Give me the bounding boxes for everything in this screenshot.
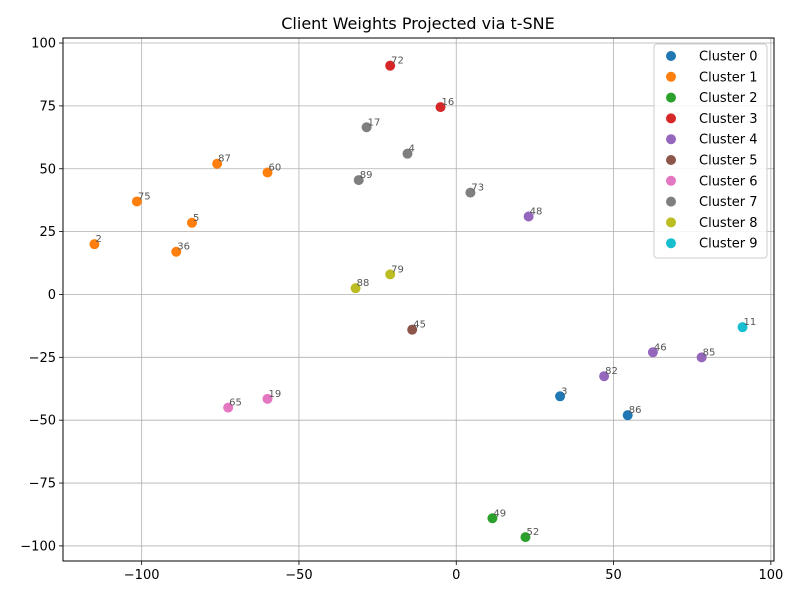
- point-label: 79: [391, 264, 404, 275]
- data-point: [555, 391, 566, 402]
- y-tick-label: −25: [29, 351, 56, 366]
- point-label: 5: [193, 213, 199, 224]
- data-point: [186, 217, 197, 228]
- y-tick-label: 50: [39, 162, 56, 177]
- data-point: [465, 187, 476, 198]
- legend-label: Cluster 0: [699, 50, 758, 65]
- legend-label: Cluster 1: [699, 70, 758, 85]
- legend: Cluster 0 Cluster 1 Cluster 2 Cluster 3 Clus…: [653, 43, 768, 259]
- legend-label: Cluster 8: [699, 216, 758, 231]
- point-label: 45: [413, 320, 426, 331]
- y-tick-label: 100: [31, 37, 56, 52]
- legend-box: [653, 43, 768, 259]
- legend-marker: [666, 196, 676, 207]
- point-label: 82: [605, 366, 618, 377]
- point-label: 75: [138, 191, 151, 202]
- legend-marker: [666, 51, 676, 61]
- point-label: 87: [218, 154, 231, 165]
- chart-title: Client Weights Projected via t-SNE: [281, 14, 554, 33]
- data-point: [353, 175, 364, 186]
- legend-label: Cluster 3: [699, 112, 758, 127]
- legend-marker: [666, 175, 676, 186]
- data-point: [223, 402, 234, 413]
- point-label: 36: [177, 242, 190, 253]
- data-point: [523, 211, 534, 222]
- legend-marker: [666, 92, 676, 103]
- legend-marker: [666, 71, 676, 82]
- data-point: [402, 148, 413, 159]
- data-point: [262, 393, 273, 404]
- plot-frame: [62, 37, 775, 562]
- point-label: 73: [471, 183, 484, 194]
- data-point: [696, 352, 707, 363]
- point-label: 72: [391, 56, 404, 67]
- legend-label: Cluster 4: [699, 133, 758, 148]
- point-label: 17: [368, 117, 381, 128]
- data-point: [737, 322, 748, 333]
- data-point: [385, 60, 396, 71]
- y-tick-label: 25: [39, 225, 56, 240]
- data-point: [622, 410, 633, 421]
- point-label: 48: [530, 207, 543, 218]
- x-tick-label: 100: [758, 568, 783, 583]
- data-point: [171, 246, 182, 257]
- data-point: [487, 513, 498, 524]
- point-label: 86: [629, 405, 642, 416]
- data-point: [385, 269, 396, 280]
- data-point: [647, 347, 658, 358]
- point-label: 85: [703, 347, 716, 358]
- x-tick-label: 0: [452, 568, 460, 583]
- data-point: [407, 324, 418, 335]
- legend-label: Cluster 6: [699, 174, 758, 189]
- data-point: [350, 283, 361, 294]
- x-tick-label: −100: [124, 568, 160, 583]
- point-label: 88: [357, 278, 370, 289]
- data-point: [89, 239, 100, 250]
- data-point: [212, 158, 223, 169]
- point-label: 49: [493, 508, 506, 519]
- legend-label: Cluster 2: [699, 91, 758, 106]
- data-point: [361, 122, 372, 133]
- point-label: 4: [408, 144, 414, 155]
- data-point: [520, 532, 531, 543]
- y-tick-label: 75: [39, 99, 56, 114]
- point-label: 65: [229, 398, 242, 409]
- legend-marker: [666, 134, 676, 145]
- legend-label: Cluster 5: [699, 154, 758, 169]
- data-point: [262, 167, 273, 178]
- data-point: [131, 196, 142, 207]
- data-point: [435, 102, 446, 113]
- legend-label: Cluster 7: [699, 195, 758, 210]
- legend-label: Cluster 9: [699, 237, 758, 252]
- y-tick-label: 0: [48, 288, 56, 303]
- legend-marker: [666, 217, 676, 228]
- point-label: 52: [526, 527, 539, 538]
- legend-marker: [666, 155, 676, 165]
- point-label: 60: [268, 163, 281, 174]
- y-tick-label: −100: [20, 539, 56, 554]
- y-tick-label: −75: [29, 477, 56, 492]
- point-label: 11: [744, 317, 757, 328]
- point-label: 2: [95, 234, 101, 245]
- point-label: 16: [442, 97, 455, 108]
- x-tick-label: 50: [605, 568, 622, 583]
- point-label: 19: [268, 389, 281, 400]
- legend-marker: [666, 238, 676, 249]
- point-label: 46: [654, 342, 667, 353]
- point-label: 89: [360, 170, 373, 181]
- legend-marker: [666, 113, 676, 124]
- point-label: 3: [561, 386, 567, 397]
- x-tick-label: −50: [285, 568, 312, 583]
- y-tick-label: −50: [29, 414, 56, 429]
- data-point: [599, 371, 610, 382]
